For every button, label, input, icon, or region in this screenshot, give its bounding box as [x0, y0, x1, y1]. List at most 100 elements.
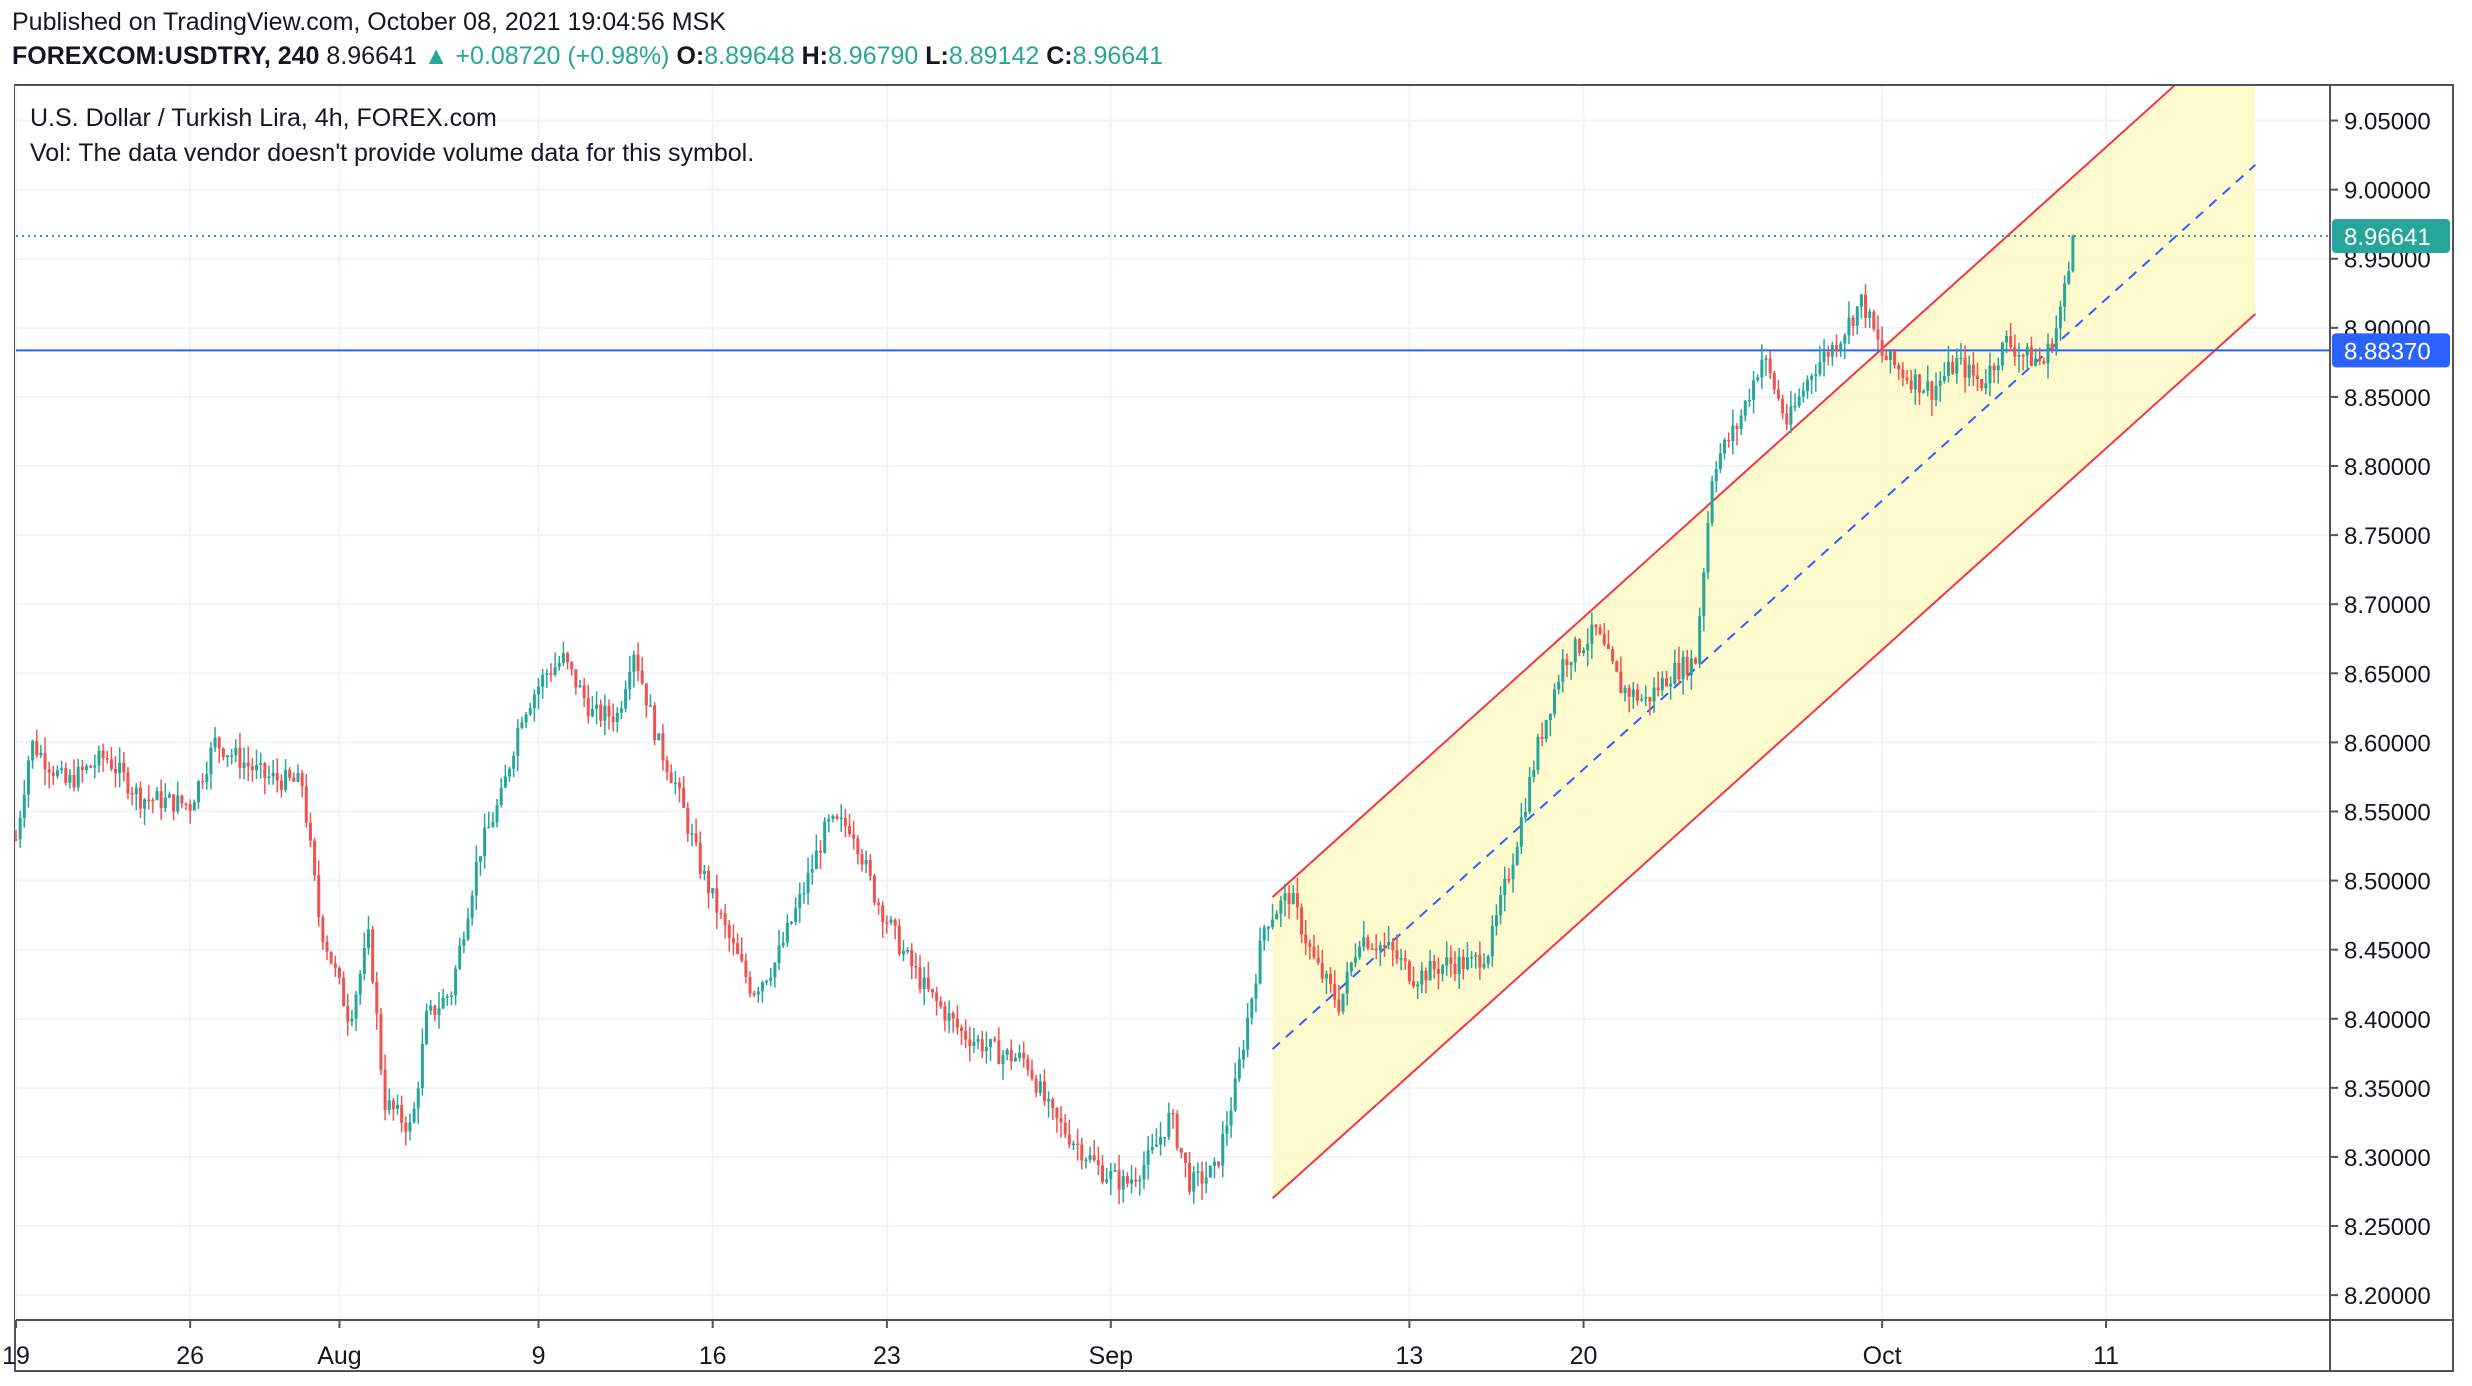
candle-body	[1088, 1155, 1092, 1160]
candle-body	[1412, 981, 1416, 987]
candle-body	[22, 794, 26, 818]
candle-body	[1635, 689, 1639, 701]
candle-body	[707, 870, 711, 894]
candle-body	[1718, 453, 1722, 469]
open-label: O:	[676, 42, 705, 70]
time-tick-label: 9	[532, 1342, 546, 1370]
candle-body	[14, 839, 18, 841]
candle-body	[574, 669, 578, 688]
candle-body	[362, 948, 366, 975]
candle-body	[1590, 624, 1594, 644]
candle-body	[1942, 376, 1946, 381]
candle-body	[864, 859, 868, 865]
candle-body	[1548, 713, 1552, 720]
candle-body	[1291, 892, 1295, 905]
candle-body	[1416, 984, 1420, 987]
candle-body	[1271, 919, 1275, 928]
symbol-name[interactable]: FOREXCOM:USDTRY, 240	[12, 42, 320, 70]
candle-body	[632, 654, 636, 672]
candle-body	[1843, 335, 1847, 344]
candle-body	[1258, 940, 1262, 984]
candle-body	[665, 760, 669, 773]
candle-body	[412, 1108, 416, 1123]
candle-body	[831, 816, 835, 819]
candle-body	[39, 752, 43, 756]
candle-body	[1835, 344, 1839, 352]
candle-body	[2058, 306, 2062, 329]
candle-body	[217, 737, 221, 749]
candle-body	[528, 708, 532, 715]
candle-body	[1188, 1162, 1192, 1192]
candle-body	[1096, 1160, 1100, 1166]
candle-body	[1710, 481, 1714, 524]
candle-body	[1735, 425, 1739, 429]
candle-body	[1963, 357, 1967, 378]
candle-body	[60, 768, 64, 771]
candle-body	[1511, 864, 1515, 880]
close-label: C:	[1046, 42, 1073, 70]
price-tick-label: 8.50000	[2344, 869, 2431, 896]
candle-body	[1490, 926, 1494, 957]
candle-body	[1241, 1049, 1245, 1060]
candle-body	[317, 875, 321, 918]
candle-body	[557, 662, 561, 667]
candle-body	[1403, 958, 1407, 962]
candle-body	[321, 917, 325, 942]
candle-body	[1150, 1146, 1154, 1151]
candle-body	[1055, 1108, 1059, 1119]
candle-body	[97, 750, 101, 766]
candle-body	[686, 807, 690, 834]
candle-body	[1756, 377, 1760, 381]
candle-body	[109, 759, 113, 769]
candle-body	[1382, 945, 1386, 947]
candle-body	[1399, 958, 1403, 960]
candle-body	[26, 760, 30, 795]
candle-body	[1071, 1143, 1075, 1146]
candle-body	[1042, 1081, 1046, 1102]
channel-upper-line	[1271, 86, 2176, 898]
chart-legend-title[interactable]: U.S. Dollar / Turkish Lira, 4h, FOREX.co…	[30, 104, 497, 132]
candle-body	[1582, 650, 1586, 653]
candle-body	[1976, 375, 1980, 380]
regression-channel[interactable]	[1271, 13, 2257, 1200]
price-tick-label: 8.80000	[2344, 454, 2431, 481]
candle-body	[167, 794, 171, 798]
candle-body	[719, 912, 723, 915]
candle-body	[354, 994, 358, 1019]
candle-body	[1922, 390, 1926, 393]
candle-body	[541, 675, 545, 687]
axes: 8.20000 8.25000 8.30000 8.35000 8.40000 8.450…	[2, 86, 2452, 1370]
candle-body	[1022, 1052, 1026, 1059]
candle-body	[723, 913, 727, 926]
candle-body	[474, 861, 478, 896]
candle-body	[943, 1006, 947, 1021]
candle-body	[1776, 389, 1780, 399]
candle-body	[1839, 343, 1843, 352]
candle-body	[1615, 661, 1619, 672]
candle-body	[313, 840, 317, 876]
candle-body	[2063, 283, 2067, 307]
candle-body	[731, 938, 735, 944]
candle-body	[163, 797, 167, 809]
candle-body	[1312, 946, 1316, 958]
candle-body	[740, 953, 744, 961]
candle-body	[561, 653, 565, 663]
candle-body	[184, 803, 188, 806]
candle-body	[466, 918, 470, 940]
candle-body	[2054, 328, 2058, 350]
candle-body	[698, 842, 702, 874]
candle-body	[1146, 1150, 1150, 1165]
horizontal-line[interactable]	[16, 235, 2330, 352]
candle-body	[2042, 360, 2046, 364]
candle-body	[454, 968, 458, 996]
candle-body	[1781, 398, 1785, 414]
candle-body	[1586, 643, 1590, 651]
candle-body	[1598, 627, 1602, 635]
candle-body	[1988, 365, 1992, 384]
candle-body	[893, 919, 897, 926]
candle-body	[375, 981, 379, 1014]
candle-body	[1453, 963, 1457, 975]
candle-body	[1499, 895, 1503, 916]
candle-body	[1478, 954, 1482, 968]
